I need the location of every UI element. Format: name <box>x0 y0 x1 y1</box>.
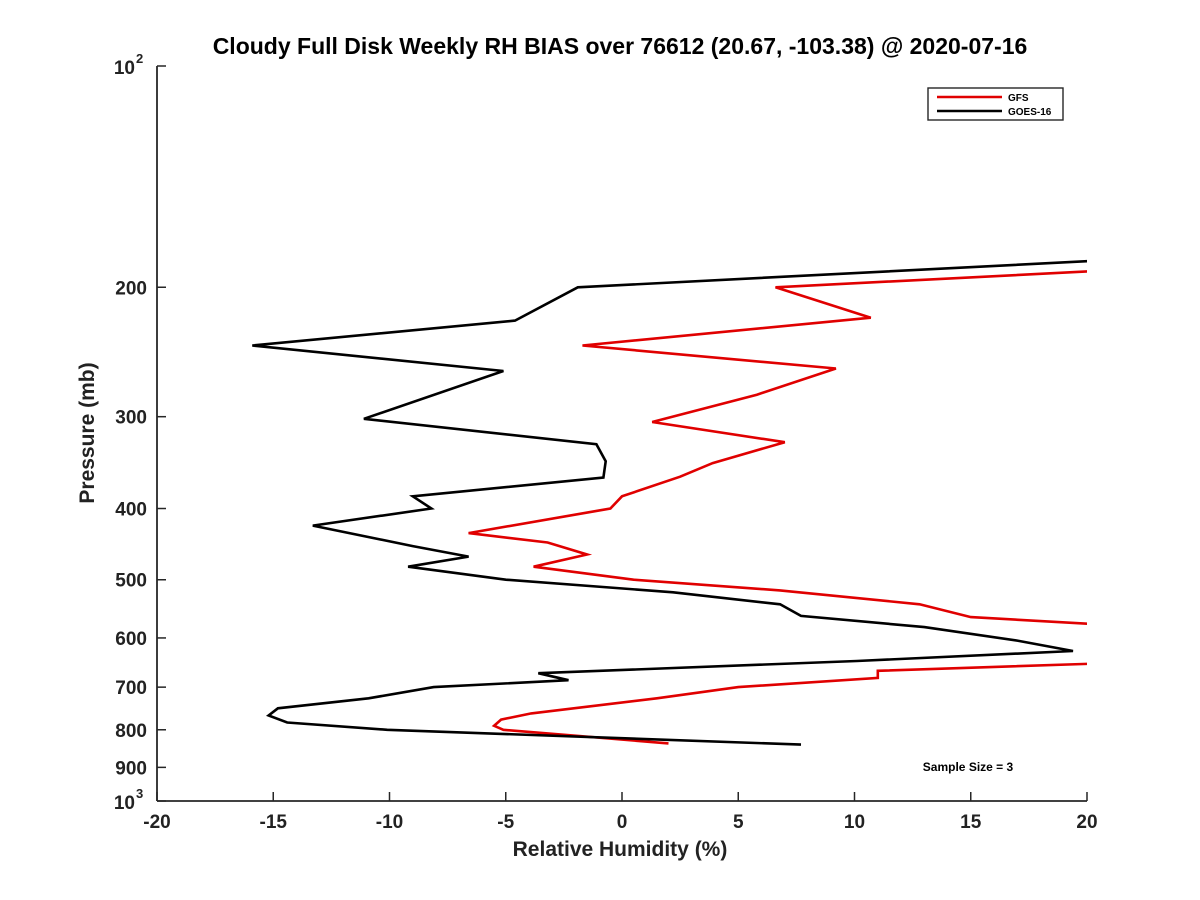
y-axis-label: Pressure (mb) <box>76 362 99 503</box>
legend: GFS GOES-16 <box>927 87 1064 121</box>
y-tick-label-base: 10 <box>114 793 135 814</box>
y-tick-label: 700 <box>115 678 147 699</box>
x-tick-label: -5 <box>497 812 514 833</box>
x-tick-label: -20 <box>143 812 170 833</box>
x-tick-label: 15 <box>960 812 982 833</box>
y-tick-label: 600 <box>115 629 147 650</box>
x-ticks: -20 -15 -10 -5 0 5 10 15 20 <box>143 792 1098 833</box>
plot-area-frame <box>157 66 1087 801</box>
y-tick-label-exponent: 2 <box>136 51 143 66</box>
x-tick-label: -10 <box>376 812 403 833</box>
x-tick-label: 5 <box>733 812 744 833</box>
y-tick-label-power: 10 3 <box>114 786 143 814</box>
x-tick-label: 0 <box>617 812 628 833</box>
y-tick-label-base: 10 <box>114 58 135 79</box>
y-tick-label: 500 <box>115 571 147 592</box>
x-tick-label: 10 <box>844 812 865 833</box>
y-tick-label: 400 <box>115 500 147 521</box>
legend-label-goes16: GOES-16 <box>1008 107 1052 118</box>
y-tick-label: 300 <box>115 408 147 429</box>
series-line-goes16 <box>252 259 1087 746</box>
sample-size-annotation: Sample Size = 3 <box>923 760 1014 774</box>
series-layer <box>252 259 1087 746</box>
x-tick-label: -15 <box>260 812 288 833</box>
y-tick-label-exponent: 3 <box>136 786 143 801</box>
y-tick-label: 200 <box>115 278 147 299</box>
x-axis-label: Relative Humidity (%) <box>513 838 728 861</box>
y-tick-label: 900 <box>115 758 147 779</box>
series-line-gfs <box>468 270 1087 745</box>
x-tick-label: 20 <box>1076 812 1097 833</box>
legend-label-gfs: GFS <box>1008 93 1029 104</box>
chart-title: Cloudy Full Disk Weekly RH BIAS over 766… <box>213 33 1028 59</box>
y-tick-label-power: 10 2 <box>114 51 143 79</box>
legend-box <box>927 87 1064 121</box>
y-tick-label: 800 <box>115 721 147 742</box>
